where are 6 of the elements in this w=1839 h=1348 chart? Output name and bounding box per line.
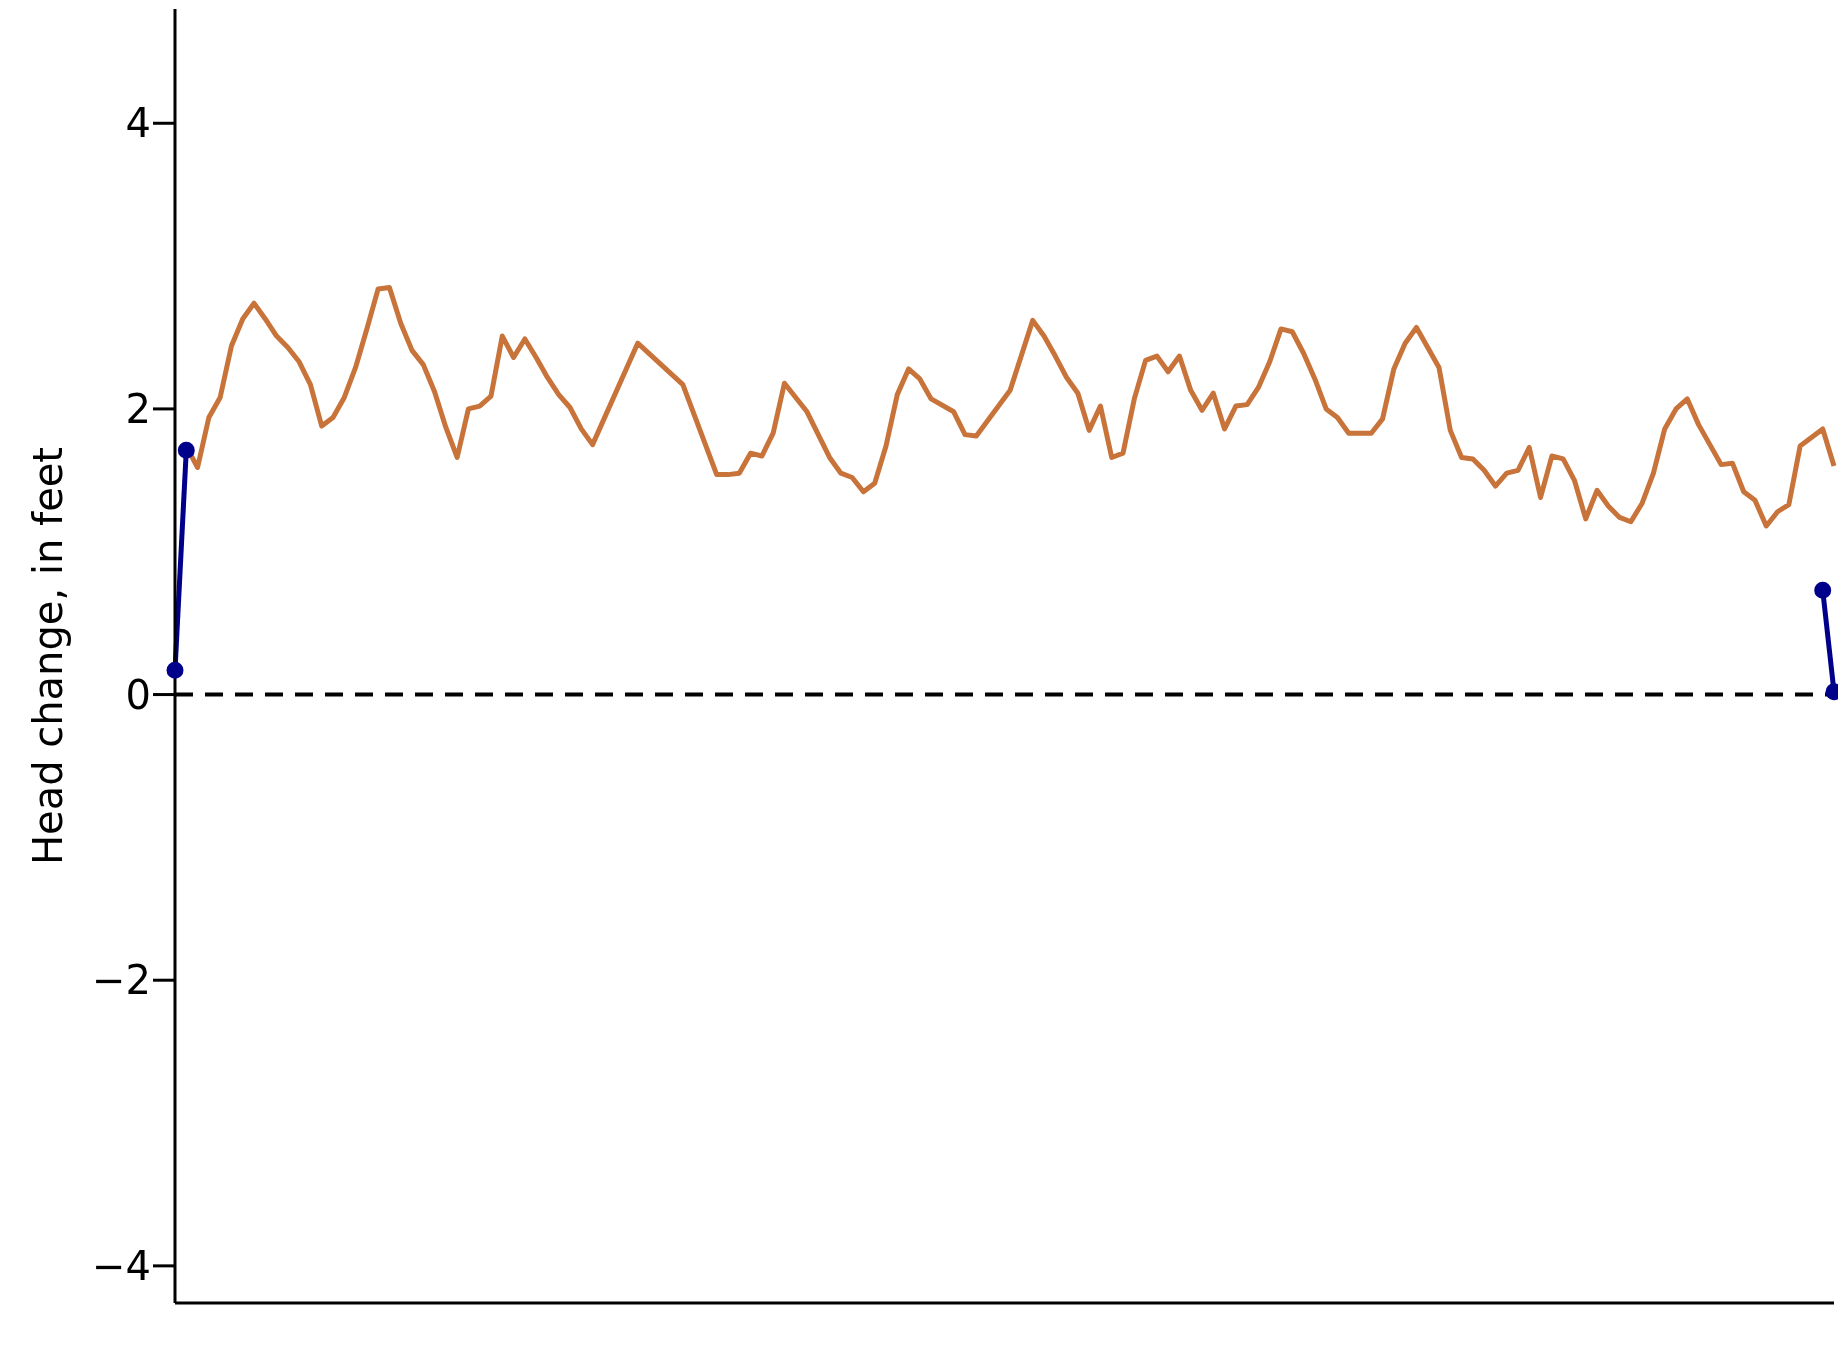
y-tick-label: −2 [92, 957, 151, 1004]
y-tick-label: 4 [125, 100, 151, 147]
y-tick-label: 0 [125, 671, 151, 718]
y-axis-title: Head change, in feet [25, 446, 72, 866]
y-tick-label: −4 [92, 1243, 151, 1290]
y-tick-label: 2 [125, 386, 151, 433]
